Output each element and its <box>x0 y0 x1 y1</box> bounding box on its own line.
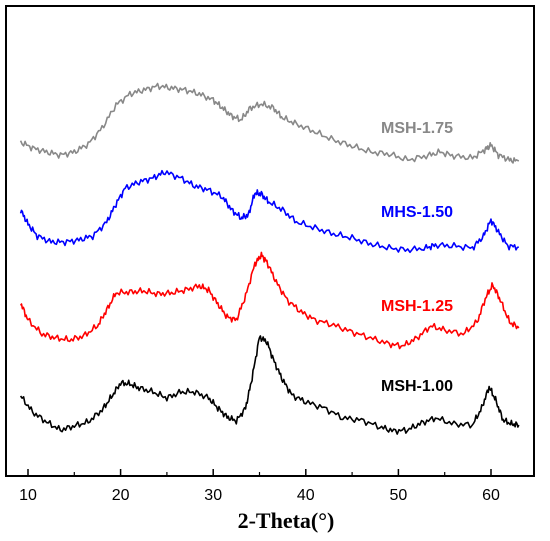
series-line-msh-1-75 <box>19 82 520 164</box>
x-tick-label-10: 10 <box>19 487 37 504</box>
x-tick-label-60: 60 <box>482 487 500 504</box>
label-msh-100: MSH-1.00 <box>381 378 453 395</box>
x-axis-title: 2-Theta(°) <box>238 508 335 533</box>
series-line-msh-1-00 <box>19 335 520 435</box>
x-tick-label-50: 50 <box>390 487 408 504</box>
series-line-msh-1-25 <box>19 251 520 350</box>
x-tick-label-20: 20 <box>112 487 130 504</box>
label-mhs-150: MHS-1.50 <box>381 204 453 221</box>
label-msh-175: MSH-1.75 <box>381 120 453 137</box>
tick-layer: 10 20 30 40 50 60 <box>19 469 500 504</box>
x-tick-label-30: 30 <box>204 487 222 504</box>
label-msh-125: MSH-1.25 <box>381 298 453 315</box>
series-layer <box>19 82 520 435</box>
x-tick-label-40: 40 <box>297 487 315 504</box>
series-line-mhs-1-50 <box>19 169 520 254</box>
plot-frame <box>5 5 535 477</box>
